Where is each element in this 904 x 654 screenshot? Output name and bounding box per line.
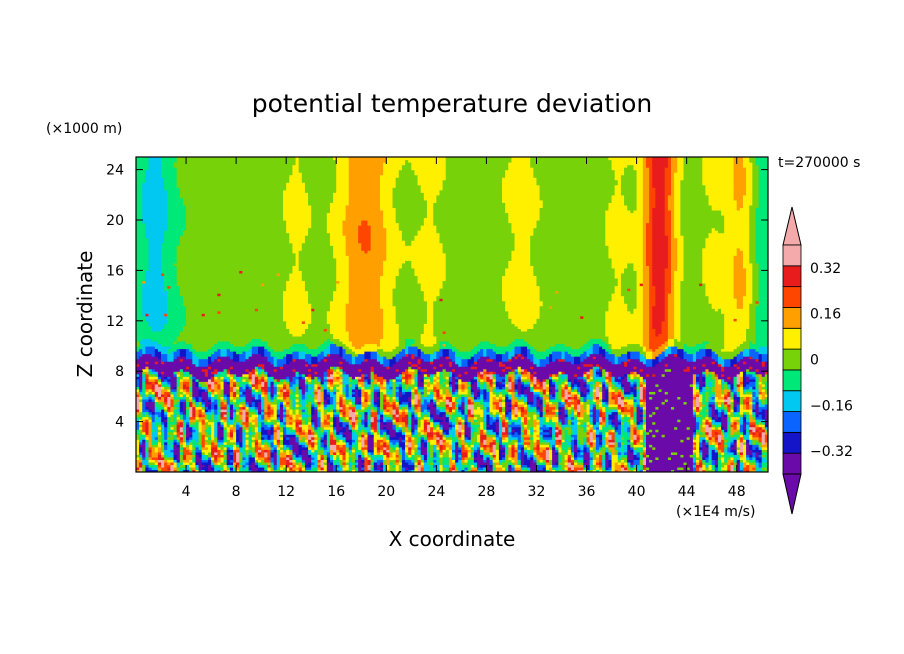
x-tick-label: 44 [678,484,696,500]
field-cells [136,157,769,473]
x-axis-label: X coordinate [389,527,516,551]
colorbar-segment [783,349,801,370]
colorbar-segment [783,245,801,266]
colorbar-tick-label: 0.32 [810,261,841,277]
y-tick-label: 24 [106,163,124,179]
colorbar: 0.32 0.16 0 −0.16 −0.32 [783,207,853,514]
colorbar-segment [783,266,801,287]
chart-title: potential temperature deviation [252,89,652,118]
y-axis-label: Z coordinate [73,251,97,378]
x-tick-label: 40 [628,484,646,500]
x-tick-label: 12 [277,484,295,500]
x-tick-label: 36 [578,484,596,500]
x-tick-label: 32 [528,484,546,500]
colorbar-tick-label: 0.16 [810,307,841,323]
colorbar-tick-label: −0.16 [810,398,853,414]
plot-area [136,157,769,473]
x-tick-label: 4 [182,484,191,500]
colorbar-under-arrow [783,474,801,514]
y-unit-label: (×1000 m) [46,121,122,137]
y-tick-label: 20 [106,213,124,229]
colorbar-segment [783,307,801,328]
colorbar-tick-label: 0 [810,353,819,369]
colorbar-segment [783,432,801,453]
y-tick-label: 12 [106,314,124,330]
colorbar-segment [783,453,801,474]
x-tick-label: 28 [478,484,496,500]
colorbar-segment [783,391,801,412]
colorbar-over-arrow [783,207,801,245]
y-tick-label: 16 [106,263,124,279]
colorbar-segment [783,287,801,308]
x-tick-label: 16 [327,484,345,500]
x-tick-label: 20 [377,484,395,500]
colorbar-segment [783,412,801,433]
figure: potential temperature deviation (×1000 m… [0,0,904,654]
colorbar-segment [783,370,801,391]
colorbar-segment [783,328,801,349]
x-tick-label: 48 [728,484,746,500]
time-label: t=270000 s [778,155,860,171]
x-tick-label: 24 [427,484,445,500]
y-tick-label: 4 [115,415,124,431]
y-tick-label: 8 [115,364,124,380]
x-tick-label: 8 [232,484,241,500]
colorbar-tick-label: −0.32 [810,444,853,460]
x-unit-label: (×1E4 m/s) [676,504,755,520]
